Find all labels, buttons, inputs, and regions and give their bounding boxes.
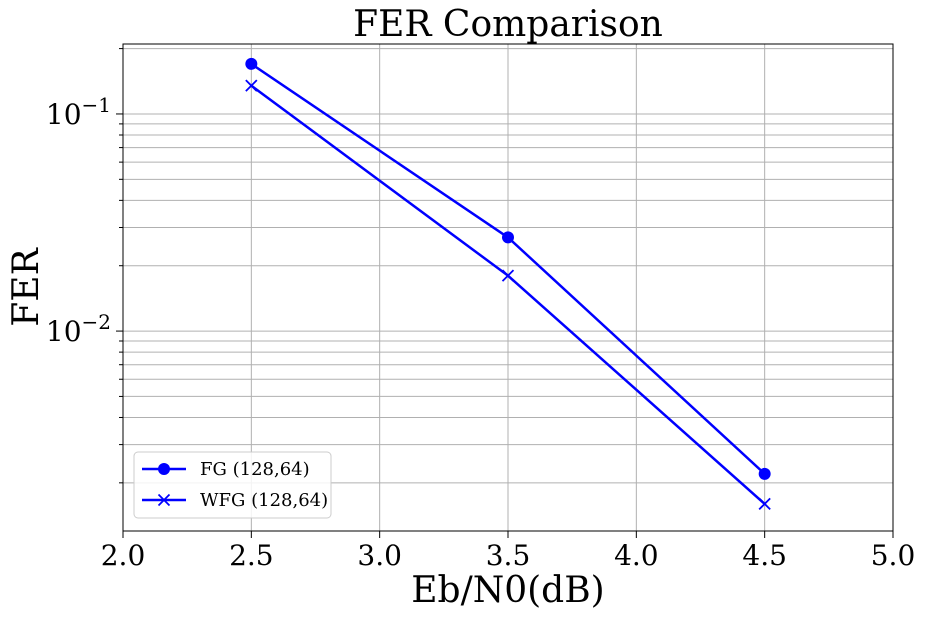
x-tick-label: 4.0 (614, 539, 659, 572)
data-point-x (245, 79, 258, 92)
x-tick-label: 2.0 (101, 539, 146, 572)
x-tick-label: 3.0 (357, 539, 402, 572)
data-point-circle (758, 467, 771, 480)
x-tick-label: 2.5 (229, 539, 274, 572)
x-marker-stroke (245, 79, 258, 92)
data-point-circle (245, 57, 258, 70)
legend-label: FG (128,64) (200, 459, 310, 480)
legend-label: WFG (128,64) (200, 490, 328, 511)
y-tick-label: 10−1 (46, 93, 111, 131)
chart-title: FER Comparison (353, 4, 663, 45)
legend-item-1: FG (128,64) (142, 459, 310, 480)
x-tick-label: 5.0 (871, 539, 916, 572)
data-point-x (501, 269, 515, 282)
x-tick-label: 3.5 (486, 539, 531, 572)
legend-marker-x (157, 493, 171, 507)
data-point-circle (502, 231, 514, 244)
x-marker-stroke (758, 497, 771, 511)
grid-layer (122, 44, 894, 531)
series-layer (245, 57, 771, 511)
x-marker-stroke (501, 269, 515, 282)
y-tick-label: 10−2 (46, 310, 111, 348)
x-tick-label: 4.5 (742, 539, 787, 572)
legend: FG (128,64) WFG (128,64) (133, 451, 332, 519)
tick-layer: 2.0 2.5 3.0 3.5 4.0 4.5 5.0 10−1 10−2 (46, 48, 916, 572)
x-axis-label: Eb/N0(dB) (411, 570, 604, 611)
legend-item-2: WFG (128,64) (142, 490, 328, 511)
data-point-x (758, 497, 771, 511)
y-axis-label: FER (6, 247, 47, 326)
legend-marker-circle (158, 463, 170, 475)
